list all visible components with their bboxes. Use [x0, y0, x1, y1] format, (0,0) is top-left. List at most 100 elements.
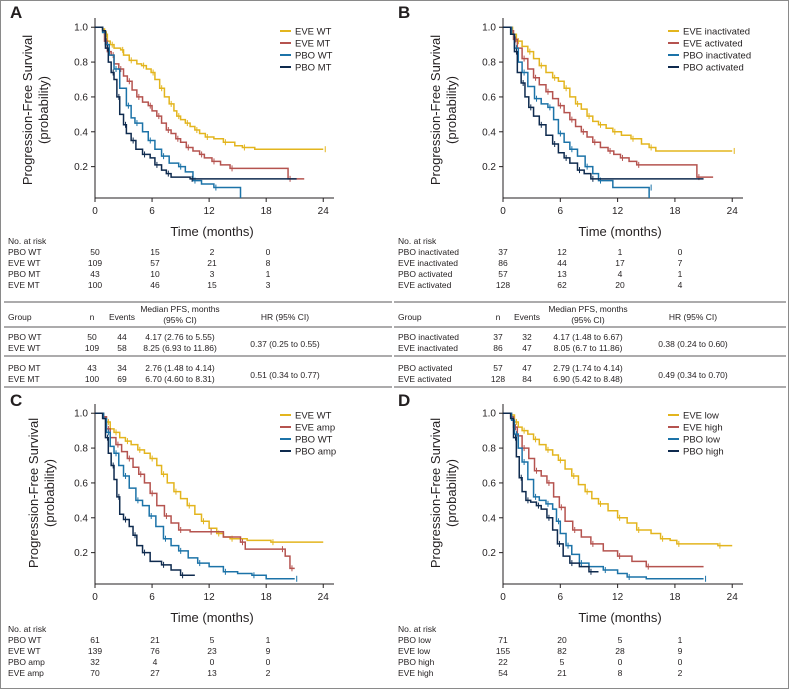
x-tick-label: 0 — [92, 592, 98, 603]
legend-label: PBO MT — [295, 63, 332, 74]
pfs-header-events: Events — [514, 312, 540, 322]
risk-row-label: PBO WT — [8, 247, 42, 257]
x-axis-label: Time (months) — [578, 224, 661, 239]
pfs-header-group: Group — [398, 312, 422, 322]
pfs-events: 58 — [117, 343, 127, 353]
km-curve-eve-low — [503, 412, 733, 547]
risk-row-label: EVE WT — [8, 646, 41, 656]
risk-count: 13 — [207, 668, 217, 678]
risk-count: 9 — [266, 646, 271, 656]
pfs-header-hr: HR (95% CI) — [261, 312, 309, 322]
pfs-table-B: Group n Events Median PFS, months(95% CI) HR… — [394, 301, 786, 388]
y-axis-label-line2: (probability) — [444, 459, 459, 527]
km-curve-pbo-wt — [95, 412, 295, 580]
x-tick-label: 0 — [92, 206, 98, 217]
risk-count: 10 — [150, 269, 160, 279]
pfs-group: PBO MT — [8, 363, 41, 373]
panel-B: B 0.2 0.4 0.6 0.8 1.0 0 6 12 18 24 Time (months) Pro… — [398, 3, 751, 239]
risk-row-label: PBO high — [398, 657, 435, 667]
risk-count: 62 — [557, 280, 567, 290]
risk-count: 4 — [678, 280, 683, 290]
risk-count: 76 — [150, 646, 160, 656]
y-tick-label: 1.0 — [74, 409, 88, 420]
pfs-header-median-ci: (95% CI) — [163, 315, 197, 325]
x-tick-label: 6 — [558, 592, 564, 603]
risk-count: 22 — [498, 657, 508, 667]
pfs-events: 47 — [522, 343, 532, 353]
x-axis-label: Time (months) — [170, 224, 253, 239]
pfs-header-n: n — [496, 312, 501, 322]
pfs-events: 47 — [522, 363, 532, 373]
legend-label: PBO inactivated — [683, 51, 751, 62]
legend-label: EVE inactivated — [683, 27, 750, 38]
km-curve-pbo-high — [503, 412, 599, 573]
legend-label: EVE low — [683, 411, 719, 422]
risk-count: 5 — [210, 635, 215, 645]
risk-count: 21 — [207, 258, 217, 268]
pfs-events: 69 — [117, 374, 127, 384]
y-tick-label: 0.8 — [482, 58, 496, 69]
legend-label: EVE activated — [683, 39, 743, 50]
y-tick-label: 0.2 — [482, 162, 496, 173]
risk-count: 1 — [678, 635, 683, 645]
x-tick-label: 18 — [261, 592, 273, 603]
legend-label: PBO activated — [683, 63, 744, 74]
risk-count: 0 — [266, 247, 271, 257]
pfs-median: 2.79 (1.74 to 4.14) — [553, 363, 623, 373]
legend-label: PBO WT — [295, 435, 333, 446]
pfs-header-group: Group — [8, 312, 32, 322]
y-axis-label-line1: Progression-Free Survival — [428, 35, 443, 185]
risk-count: 28 — [615, 646, 625, 656]
risk-row-label: PBO MT — [8, 269, 41, 279]
pfs-hr: 0.49 (0.34 to 0.70) — [658, 370, 728, 380]
risk-count: 13 — [557, 269, 567, 279]
y-tick-label: 0.4 — [74, 513, 88, 524]
x-tick-label: 18 — [261, 206, 273, 217]
x-tick-label: 6 — [149, 592, 155, 603]
pfs-n: 100 — [85, 374, 99, 384]
pfs-median: 4.17 (2.76 to 5.55) — [145, 332, 215, 342]
pfs-n: 128 — [491, 374, 505, 384]
legend-label: PBO high — [683, 447, 724, 458]
y-tick-label: 0.6 — [482, 478, 496, 489]
pfs-median: 2.76 (1.48 to 4.14) — [145, 363, 215, 373]
y-tick-label: 1.0 — [74, 23, 88, 34]
y-axis-label: Progression-Free Survival(probability) — [428, 35, 459, 185]
pfs-group: PBO WT — [8, 332, 42, 342]
x-tick-label: 24 — [727, 592, 739, 603]
panel-D: D 0.2 0.4 0.6 0.8 1.0 0 6 12 18 24 Time (months) Pro… — [398, 391, 743, 625]
pfs-table-A: Group n Events Median PFS, months(95% CI) HR… — [4, 301, 392, 388]
risk-count: 139 — [88, 646, 102, 656]
risk-row-label: EVE activated — [398, 280, 452, 290]
legend-label: PBO amp — [295, 447, 336, 458]
risk-count: 54 — [498, 668, 508, 678]
y-axis-label-line1: Progression-Free Survival — [20, 35, 35, 185]
pfs-n: 109 — [85, 343, 99, 353]
y-tick-label: 0.4 — [482, 127, 496, 138]
pfs-events: 34 — [117, 363, 127, 373]
pfs-median: 8.05 (6.7 to 11.86) — [554, 343, 623, 353]
risk-count: 37 — [498, 247, 508, 257]
pfs-events: 44 — [117, 332, 127, 342]
risk-count: 61 — [90, 635, 100, 645]
risk-count: 15 — [150, 247, 160, 257]
x-tick-label: 24 — [727, 206, 739, 217]
pfs-n: 43 — [87, 363, 97, 373]
risk-count: 15 — [207, 280, 217, 290]
y-tick-label: 0.8 — [74, 58, 88, 69]
risk-count: 21 — [557, 668, 567, 678]
y-tick-label: 1.0 — [482, 409, 496, 420]
y-axis-label-line2: (probability) — [42, 459, 57, 527]
risk-count: 5 — [560, 657, 565, 667]
x-tick-label: 12 — [612, 592, 624, 603]
panel-letter: D — [398, 391, 410, 410]
risk-count: 4 — [618, 269, 623, 279]
risk-count: 3 — [266, 280, 271, 290]
x-axis-label: Time (months) — [170, 610, 253, 625]
pfs-median: 8.25 (6.93 to 11.86) — [143, 343, 217, 353]
km-curve-pbo-inactivated — [503, 26, 650, 198]
y-tick-label: 0.6 — [74, 92, 88, 103]
pfs-header-hr: HR (95% CI) — [669, 312, 717, 322]
legend-label: EVE WT — [295, 411, 332, 422]
